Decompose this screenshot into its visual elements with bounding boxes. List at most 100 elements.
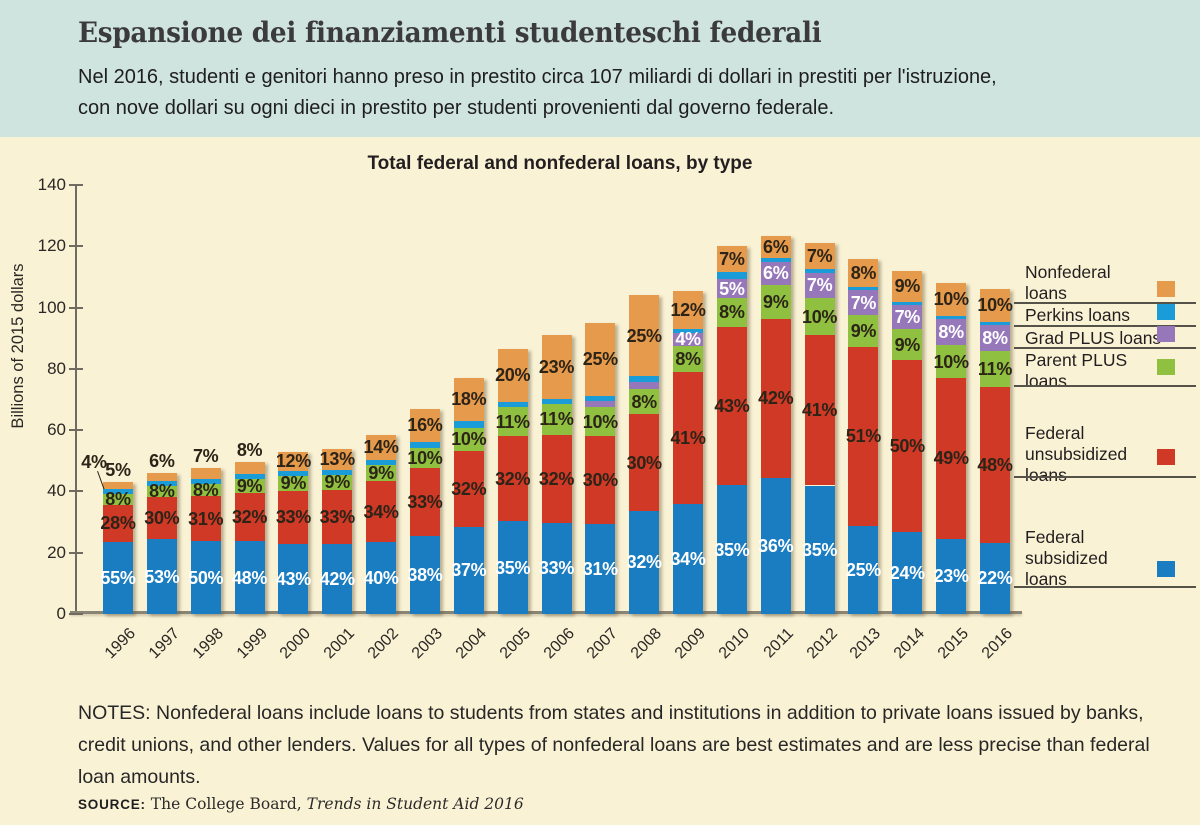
segment-label-parent_plus-2010: 8% xyxy=(719,302,745,323)
segment-label-nonfederal-2016: 10% xyxy=(977,295,1013,316)
y-tick-label-140: 140 xyxy=(37,175,66,194)
bar-segment-parent_plus-2016 xyxy=(980,350,1010,387)
bar-segment-nonfederal-2012 xyxy=(804,243,835,269)
legend-underline-perkins xyxy=(1014,325,1196,327)
bar-segment-parent_plus-2000 xyxy=(278,475,309,491)
segment-label-nonfederal-2002: 14% xyxy=(363,437,399,458)
segment-label-subsidized-2006: 33% xyxy=(538,558,575,579)
bar-2012 xyxy=(804,243,835,614)
bar-segment-grad_plus-2014 xyxy=(892,305,923,330)
bar-segment-unsubsidized-1999 xyxy=(234,492,265,542)
segment-label-parent_plus-2012: 10% xyxy=(802,306,838,327)
bar-segment-grad_plus-2015 xyxy=(936,319,967,346)
y-tick-label-80: 80 xyxy=(47,358,66,378)
legend-swatch-nonfederal xyxy=(1157,281,1175,297)
bar-2004 xyxy=(453,378,484,614)
segment-label-parent_plus-1996: 8% xyxy=(105,489,131,510)
bar-segment-subsidized-2012 xyxy=(804,485,835,614)
bar-2011 xyxy=(760,235,791,614)
legend-swatch-perkins xyxy=(1157,304,1175,320)
segment-label-unsubsidized-2001: 33% xyxy=(319,507,355,528)
segment-label-unsubsidized-2016: 48% xyxy=(977,454,1013,475)
bar-1996 xyxy=(103,482,133,614)
y-tick-label-60: 60 xyxy=(47,420,66,440)
bar-segment-subsidized-2015 xyxy=(936,538,967,614)
page-subtitle-line2: con nove dollari su ogni dieci in presti… xyxy=(78,97,835,119)
bar-segment-perkins-2009 xyxy=(673,329,704,333)
bar-segment-perkins-2013 xyxy=(848,286,879,291)
segment-label-unsubsidized-2013: 51% xyxy=(845,426,881,447)
legend-label-unsubsidized: Federal unsubsidized loans xyxy=(1025,423,1128,485)
bar-segment-parent_plus-1997 xyxy=(146,485,177,497)
bar-segment-nonfederal-2002 xyxy=(366,434,397,460)
bar-segment-perkins-2005 xyxy=(497,401,528,408)
bar-segment-subsidized-2007 xyxy=(585,523,616,614)
bar-segment-unsubsidized-2002 xyxy=(366,481,397,543)
segment-label-nonfederal-2005: 20% xyxy=(495,365,531,386)
bar-segment-unsubsidized-2006 xyxy=(541,434,572,523)
bar-segment-unsubsidized-2003 xyxy=(409,468,440,536)
y-tick-mark-0 xyxy=(69,613,83,615)
segment-label-subsidized-2000: 43% xyxy=(275,569,311,590)
y-tick-mark-80 xyxy=(69,367,83,370)
segment-label-parent_plus-2007: 10% xyxy=(582,411,618,432)
bar-segment-unsubsidized-1996 xyxy=(103,504,133,542)
x-tick-label-2003: 2003 xyxy=(408,625,446,663)
x-tick-label-1997: 1997 xyxy=(145,625,183,663)
segment-label-unsubsidized-1997: 30% xyxy=(144,508,180,529)
bar-segment-subsidized-2006 xyxy=(541,522,572,614)
segment-label-unsubsidized-1996: 28% xyxy=(100,513,136,534)
chart-title: Total federal and nonfederal loans, by t… xyxy=(367,153,753,174)
bar-segment-parent_plus-2009 xyxy=(673,345,704,372)
bar-1999 xyxy=(234,462,265,614)
segment-label-grad_plus-2012: 7% xyxy=(806,275,833,296)
segment-label-subsidized-2007: 31% xyxy=(582,558,618,579)
y-axis-line xyxy=(75,184,77,614)
segment-label-grad_plus-2014: 7% xyxy=(894,307,921,328)
bar-segment-nonfederal-1998 xyxy=(190,468,221,479)
segment-label-parent_plus-2009: 8% xyxy=(675,348,701,369)
bar-segment-perkins-2008 xyxy=(629,375,660,383)
bar-segment-subsidized-2003 xyxy=(409,535,440,614)
bar-segment-parent_plus-2003 xyxy=(409,447,440,469)
legend-label-subsidized: Federal subsidized loans xyxy=(1025,527,1108,589)
segment-label-subsidized-2009: 34% xyxy=(670,549,706,570)
bar-segment-nonfederal-2005 xyxy=(497,348,528,402)
bar-segment-nonfederal-2001 xyxy=(322,448,353,471)
bar-2010 xyxy=(716,246,747,614)
segment-label-subsidized-2013: 25% xyxy=(845,560,881,580)
segment-label-grad_plus-2009: 4% xyxy=(675,329,701,350)
segment-label-parent_plus-2013: 9% xyxy=(850,320,877,341)
bar-segment-unsubsidized-1997 xyxy=(146,496,177,540)
segment-label-subsidized-1998: 50% xyxy=(188,567,224,588)
segment-label-nonfederal-2006: 23% xyxy=(538,356,575,377)
x-tick-label-1998: 1998 xyxy=(189,625,227,663)
notes-text: NOTES: Nonfederal loans include loans to… xyxy=(78,702,1150,788)
bar-segment-unsubsidized-2015 xyxy=(936,378,967,539)
legend-label-nonfederal: Nonfederal loans xyxy=(1025,262,1111,303)
bar-segment-perkins-2004 xyxy=(453,420,484,428)
segment-label-nonfederal-1996: 5% xyxy=(105,460,131,481)
bar-segment-unsubsidized-2016 xyxy=(980,386,1010,543)
bar-2016 xyxy=(980,289,1010,614)
segment-label-nonfederal-2009: 12% xyxy=(670,300,706,321)
legend-swatch-parent_plus xyxy=(1157,359,1175,375)
bar-2013 xyxy=(848,258,879,614)
segment-label-nonfederal-2001: 13% xyxy=(319,449,355,470)
bar-segment-unsubsidized-2007 xyxy=(585,436,616,524)
bar-segment-parent_plus-2010 xyxy=(716,297,747,328)
segment-label-nonfederal-2012: 7% xyxy=(806,246,833,267)
y-tick-label-0: 0 xyxy=(56,604,66,623)
bar-segment-subsidized-2001 xyxy=(322,544,353,614)
segment-label-subsidized-2010: 35% xyxy=(714,539,750,560)
segment-label-subsidized-2012: 35% xyxy=(802,539,838,560)
bar-segment-parent_plus-2004 xyxy=(453,427,484,452)
segment-label-nonfederal-2000: 12% xyxy=(275,451,311,472)
segment-label-unsubsidized-2004: 32% xyxy=(451,478,487,499)
bar-segment-nonfederal-2013 xyxy=(848,258,879,287)
segment-label-parent_plus-2004: 10% xyxy=(451,429,487,450)
segment-label-unsubsidized-2007: 30% xyxy=(582,470,618,491)
segment-label-nonfederal-1999: 8% xyxy=(236,440,263,461)
segment-label-nonfederal-2008: 25% xyxy=(626,325,662,346)
